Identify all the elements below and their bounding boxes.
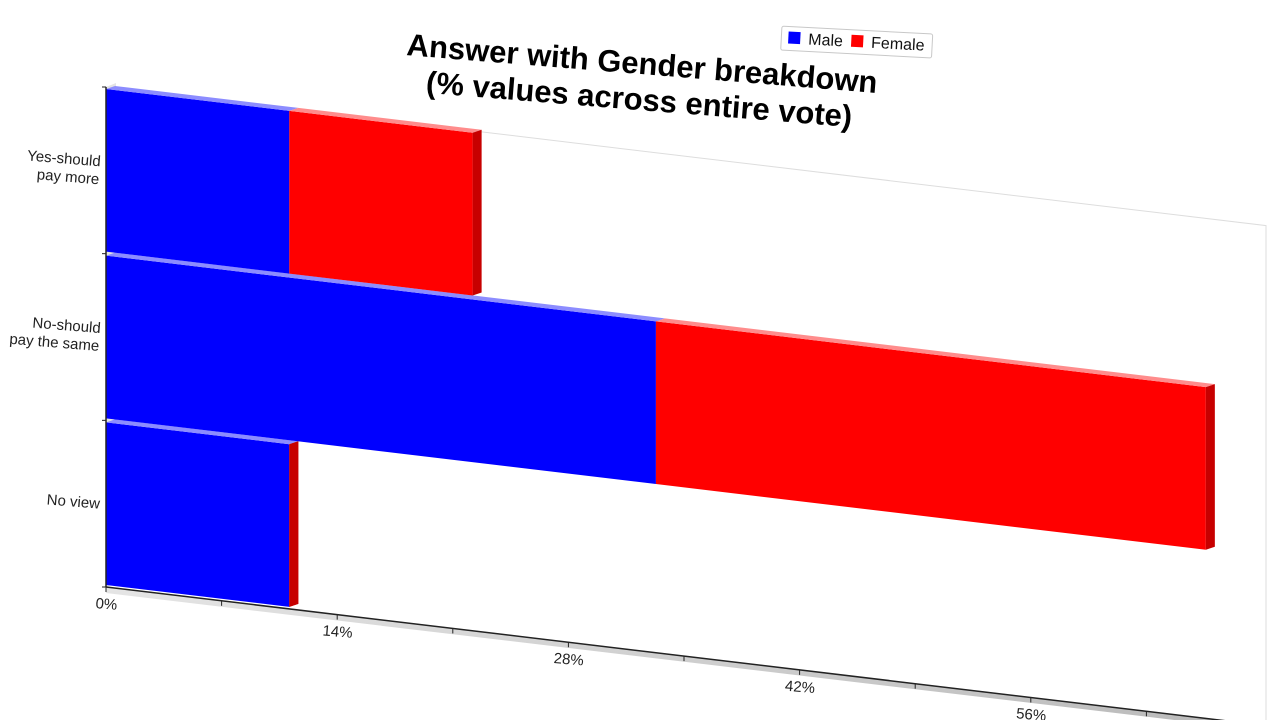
bar-female-0 (289, 110, 473, 296)
bar-female-0-top (289, 107, 482, 133)
bar-female-1-side (1205, 384, 1215, 550)
x-tick-label: 56% (1016, 705, 1047, 720)
category-label: No-shouldpay the same (9, 313, 102, 355)
x-tick-label: 0% (95, 595, 118, 614)
bar-male-0-top (106, 86, 299, 111)
legend-label-male: Male (808, 32, 844, 51)
bar-female-2-side (289, 441, 299, 607)
bar-female-1-top (655, 318, 1215, 388)
legend: Male Female (780, 25, 934, 59)
category-label: Yes-shouldpay more (25, 147, 101, 188)
category-label: No view (46, 491, 101, 512)
bar-male-0 (106, 89, 290, 274)
x-tick-label: 28% (553, 650, 584, 669)
axes: Yes-shouldpay more No-shouldpay the same N… (9, 86, 1226, 720)
bar-male-1-top (106, 252, 665, 322)
bar-female-0-side (472, 129, 482, 296)
x-tick-label: 14% (322, 622, 353, 641)
x-tick-label: 42% (784, 678, 815, 697)
legend-label-female: Female (871, 35, 925, 55)
legend-swatch-female (850, 34, 864, 48)
bar-male-2-top (106, 419, 299, 445)
legend-swatch-male (788, 31, 801, 45)
bar-male-1 (106, 255, 656, 485)
bar-male-2 (106, 422, 290, 607)
bars (106, 86, 1215, 607)
bar-female-1 (655, 321, 1206, 550)
